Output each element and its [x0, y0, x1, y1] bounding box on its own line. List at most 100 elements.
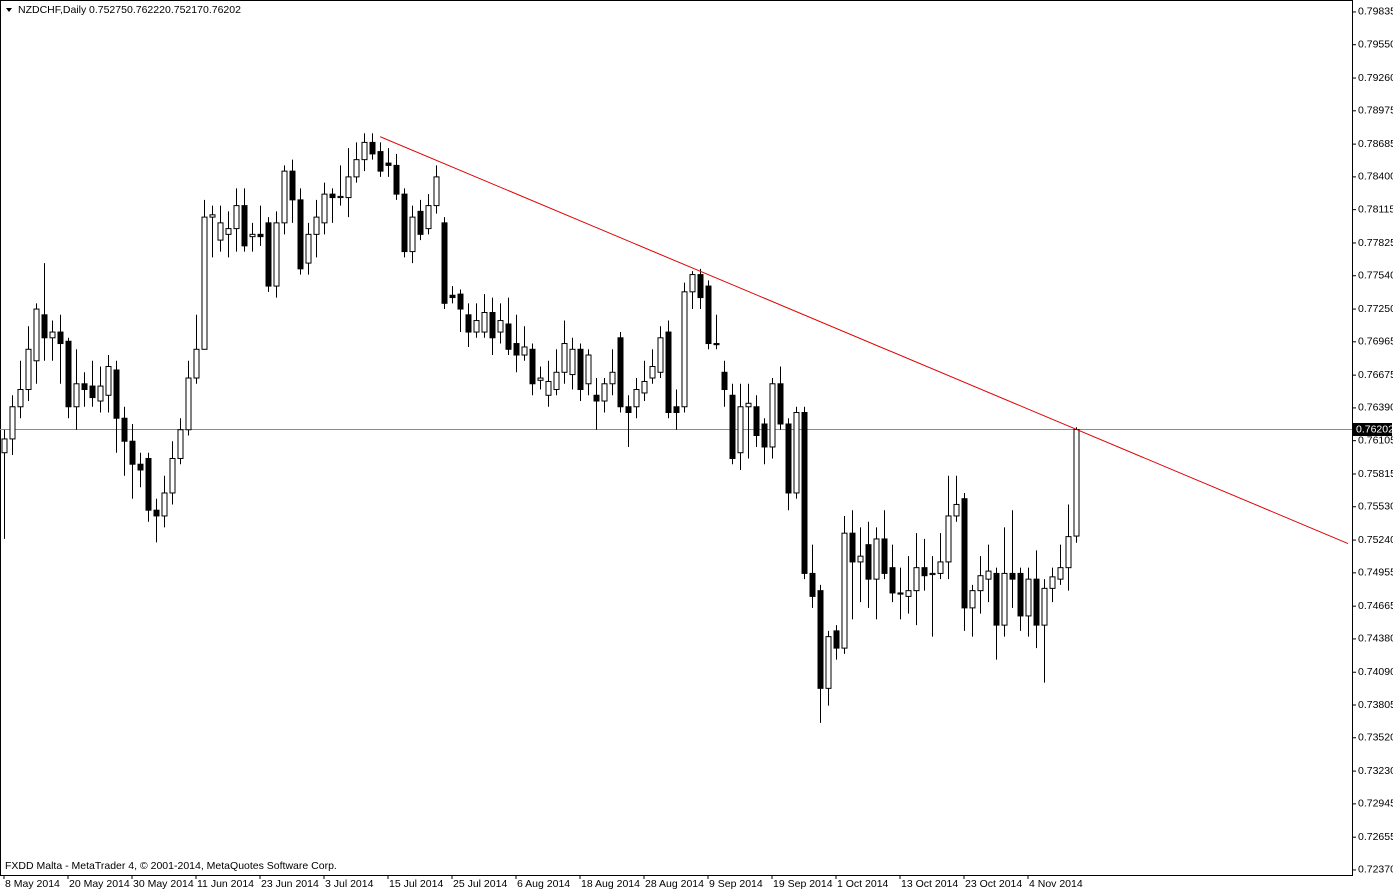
candle-body [929, 572, 936, 576]
candle-body [297, 199, 304, 270]
candle-body [777, 383, 784, 425]
candle-body [881, 538, 888, 574]
candle-body [1, 438, 8, 454]
candle-body [97, 385, 104, 402]
candle-body [1033, 578, 1040, 626]
candle-body [481, 312, 488, 333]
header-low: 0.75217 [165, 4, 203, 16]
y-tick-label: 0.76105 [1358, 434, 1393, 446]
candle-body [1057, 567, 1064, 580]
candle-body [169, 457, 176, 494]
plot-frame [0, 0, 1353, 876]
candle-body [329, 193, 336, 199]
candle-body [761, 423, 768, 448]
y-tick-label: 0.73520 [1358, 732, 1393, 744]
candle-body [945, 515, 952, 563]
candle-body [161, 492, 168, 517]
y-tick-label: 0.78685 [1358, 138, 1393, 150]
y-tick-label: 0.73230 [1358, 765, 1393, 777]
x-tick-label: 28 Aug 2014 [645, 878, 704, 890]
candle-body [505, 323, 512, 350]
y-tick-label: 0.77540 [1358, 270, 1393, 282]
y-tick-label: 0.75815 [1358, 468, 1393, 480]
candle-body [81, 383, 88, 391]
candle-body [1065, 536, 1072, 569]
chart-title: NZDCHF,Daily [18, 4, 87, 16]
candle-body [193, 348, 200, 379]
header-open: 0.75275 [89, 4, 127, 16]
menu-arrow[interactable] [6, 8, 12, 12]
candle-body [441, 222, 448, 304]
candle-body [137, 463, 144, 471]
candle-body [977, 575, 984, 592]
candle-body [89, 385, 96, 399]
candle-body [489, 312, 496, 339]
candle-body [625, 406, 632, 414]
candle-body [921, 567, 928, 577]
candle-body [153, 509, 160, 517]
candle-body [265, 222, 272, 287]
y-tick-label: 0.79260 [1358, 72, 1393, 84]
x-tick-label: 19 Sep 2014 [773, 878, 833, 890]
candle-body [849, 532, 856, 563]
x-tick-label: 23 Jun 2014 [261, 878, 319, 890]
candle-body [361, 141, 368, 161]
x-tick-label: 3 Jul 2014 [325, 878, 374, 890]
candle-body [1041, 587, 1048, 626]
candle-body [73, 383, 80, 408]
candle-body [953, 503, 960, 517]
x-tick-label: 23 Oct 2014 [965, 878, 1022, 890]
candle-body [817, 590, 824, 689]
candle-body [617, 337, 624, 408]
candle-body [345, 176, 352, 199]
y-tick-label: 0.79835 [1358, 6, 1393, 18]
candle-body [129, 440, 136, 465]
candle-body [1001, 572, 1008, 626]
candle-body [913, 567, 920, 592]
candle-body [241, 205, 248, 247]
candle-body [409, 216, 416, 253]
candle-body [113, 369, 120, 419]
candle-body [769, 383, 776, 448]
candle-body [33, 308, 40, 362]
candle-body [825, 636, 832, 689]
candle-body [969, 590, 976, 609]
candle-body [1049, 576, 1056, 589]
candle-body [57, 331, 64, 345]
candle-body [321, 193, 328, 224]
candle-body [649, 366, 656, 379]
candle-body [785, 423, 792, 494]
candle-body [577, 348, 584, 391]
y-tick-label: 0.76390 [1358, 402, 1393, 414]
candle-body [561, 343, 568, 373]
y-tick-label: 0.76965 [1358, 336, 1393, 348]
candle-body [313, 216, 320, 235]
candle-body [721, 371, 728, 391]
candle-body [9, 406, 16, 440]
candle-body [393, 164, 400, 195]
y-tick-label: 0.72945 [1358, 798, 1393, 810]
candle-body [801, 412, 808, 574]
candle-body [209, 214, 216, 218]
candle-body [465, 314, 472, 333]
current-price-label: 0.76202 [1356, 423, 1393, 435]
x-tick-label: 30 May 2014 [133, 878, 194, 890]
y-tick-label: 0.74090 [1358, 666, 1393, 678]
candle-body [417, 210, 424, 235]
candle-body [745, 402, 752, 408]
candle-body [17, 389, 24, 408]
y-tick-label: 0.74955 [1358, 567, 1393, 579]
candle-body [633, 389, 640, 408]
candle-body [705, 285, 712, 345]
x-tick-label: 11 Jun 2014 [197, 878, 254, 890]
candle-body [225, 228, 232, 235]
candle-body [569, 348, 576, 376]
candle-body [105, 366, 112, 396]
x-tick-label: 18 Aug 2014 [581, 878, 640, 890]
candle-body [281, 170, 288, 224]
x-tick-label: 9 Sep 2014 [709, 878, 763, 890]
candle-body [1025, 578, 1032, 617]
y-tick-label: 0.78400 [1358, 171, 1393, 183]
